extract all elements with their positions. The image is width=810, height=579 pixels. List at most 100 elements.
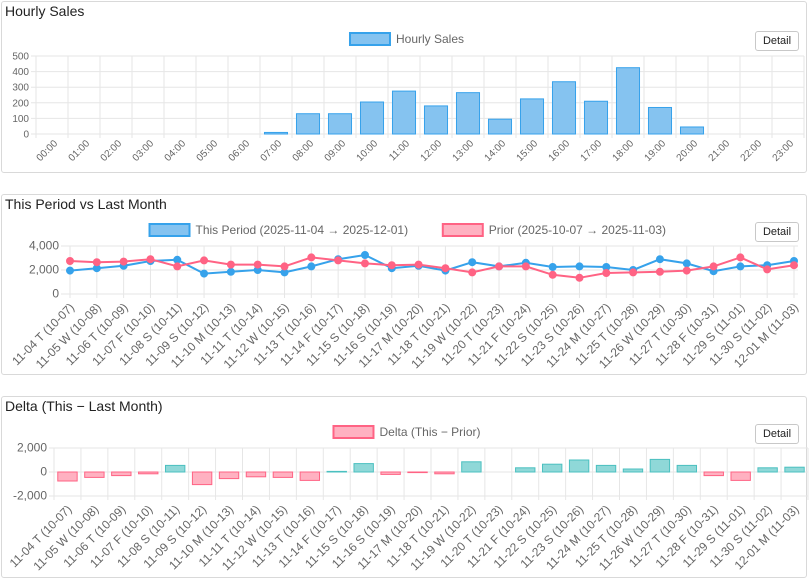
panel-title: Delta (This − Last Month) [5,398,163,414]
bar-negative [138,471,159,475]
detail-button[interactable]: Detail [755,31,799,51]
x-tick-label: 08:00 [291,138,317,164]
bar [519,98,545,135]
x-tick-label: 07:00 [259,138,285,164]
data-point [280,262,289,271]
data-point [468,258,477,267]
x-tick-label: 14:00 [483,138,509,164]
data-point [119,257,128,266]
period-comparison-panel: This Period vs Last Month Detail This Pe… [1,194,807,375]
hourly-sales-panel: Hourly Sales Detail Hourly Sales 500 400 30… [1,1,807,173]
data-point [360,259,369,268]
delta-panel: Delta (This − Last Month) Detail Delta (… [1,396,809,578]
data-point [200,269,209,278]
data-point [548,263,557,271]
data-point [307,253,316,262]
data-point [307,262,316,271]
bar [583,100,609,135]
bar-negative [703,471,724,477]
x-tick-label: 04:00 [163,138,189,164]
legend-label: This Period (2025-11-04 → 2025-12-01) [196,223,409,237]
bar-negative [299,471,321,481]
data-point [66,257,74,265]
bar-positive [622,468,644,473]
bar-positive [353,463,374,473]
y-tick-label: 2,000 [17,441,47,455]
hourly-sales-chart: Hourly Sales 500 400 300 200 100 0 00:00 01:00 02… [12,32,805,164]
data-point [602,269,611,277]
data-point [441,264,450,273]
y-tick-label: 300 [12,83,29,94]
data-point [468,268,477,277]
y-tick-label: 100 [12,114,29,125]
legend-swatch [348,32,391,46]
x-tick-label: 20:00 [675,138,701,164]
legend-swatch [148,223,191,237]
y-tick-label: -2,000 [13,489,47,503]
bar [615,67,641,135]
x-tick-label: 13:00 [451,138,477,164]
bar-negative [730,471,751,481]
data-point [655,255,664,264]
data-point [66,266,74,275]
bar-positive [568,459,590,473]
data-point [655,267,664,276]
data-point [790,261,798,270]
data-point [736,253,745,262]
y-tick-label: 500 [12,52,29,63]
panel-title: Hourly Sales [5,3,85,19]
legend-swatch [441,223,484,237]
x-tick-label: 05:00 [195,138,221,164]
data-point [226,260,235,269]
x-tick-label: 12:00 [419,138,445,164]
bar [487,118,513,135]
data-point [682,266,691,275]
x-tick-label: 01:00 [67,138,93,164]
x-tick-label: 09:00 [323,138,349,164]
data-point [521,262,530,271]
legend-label: Prior (2025-10-07 → 2025-11-03) [489,223,666,237]
bar-negative [84,471,105,478]
y-tick-label: 400 [12,67,29,78]
series-line [69,256,795,279]
bar-positive [515,467,536,473]
data-point [629,268,638,277]
bar-positive [784,466,805,473]
bar-positive [757,467,778,473]
legend-swatch [332,425,375,439]
bar-negative [380,471,401,475]
data-point [736,262,745,271]
data-point [173,255,182,264]
data-point [387,261,396,270]
bar-positive [164,464,186,473]
data-point [334,256,343,265]
bar [359,101,385,135]
x-tick-label: 22:00 [739,138,765,164]
bar-negative [434,471,455,475]
data-point [173,262,182,271]
x-tick-label: 19:00 [643,138,669,164]
data-point [709,262,718,271]
detail-button[interactable]: Detail [755,222,799,242]
y-tick-label: 2,000 [29,263,59,277]
bar-negative [407,471,428,474]
bar [551,81,577,135]
x-tick-label: 17:00 [579,138,605,164]
x-tick-label: 03:00 [131,138,157,164]
data-point [495,262,504,271]
bar [647,106,673,135]
bar-positive [676,464,698,473]
data-point [146,255,155,264]
x-tick-label: 02:00 [99,138,125,164]
bar-negative [245,471,267,478]
data-point [575,262,584,271]
data-point [200,256,209,265]
x-tick-label: 21:00 [707,138,733,164]
bar-positive [541,463,563,473]
data-point [682,259,691,268]
detail-button[interactable]: Detail [755,424,799,444]
data-point [548,270,557,279]
bar [263,131,289,135]
x-tick-label: 18:00 [611,138,637,164]
bar [391,90,417,135]
